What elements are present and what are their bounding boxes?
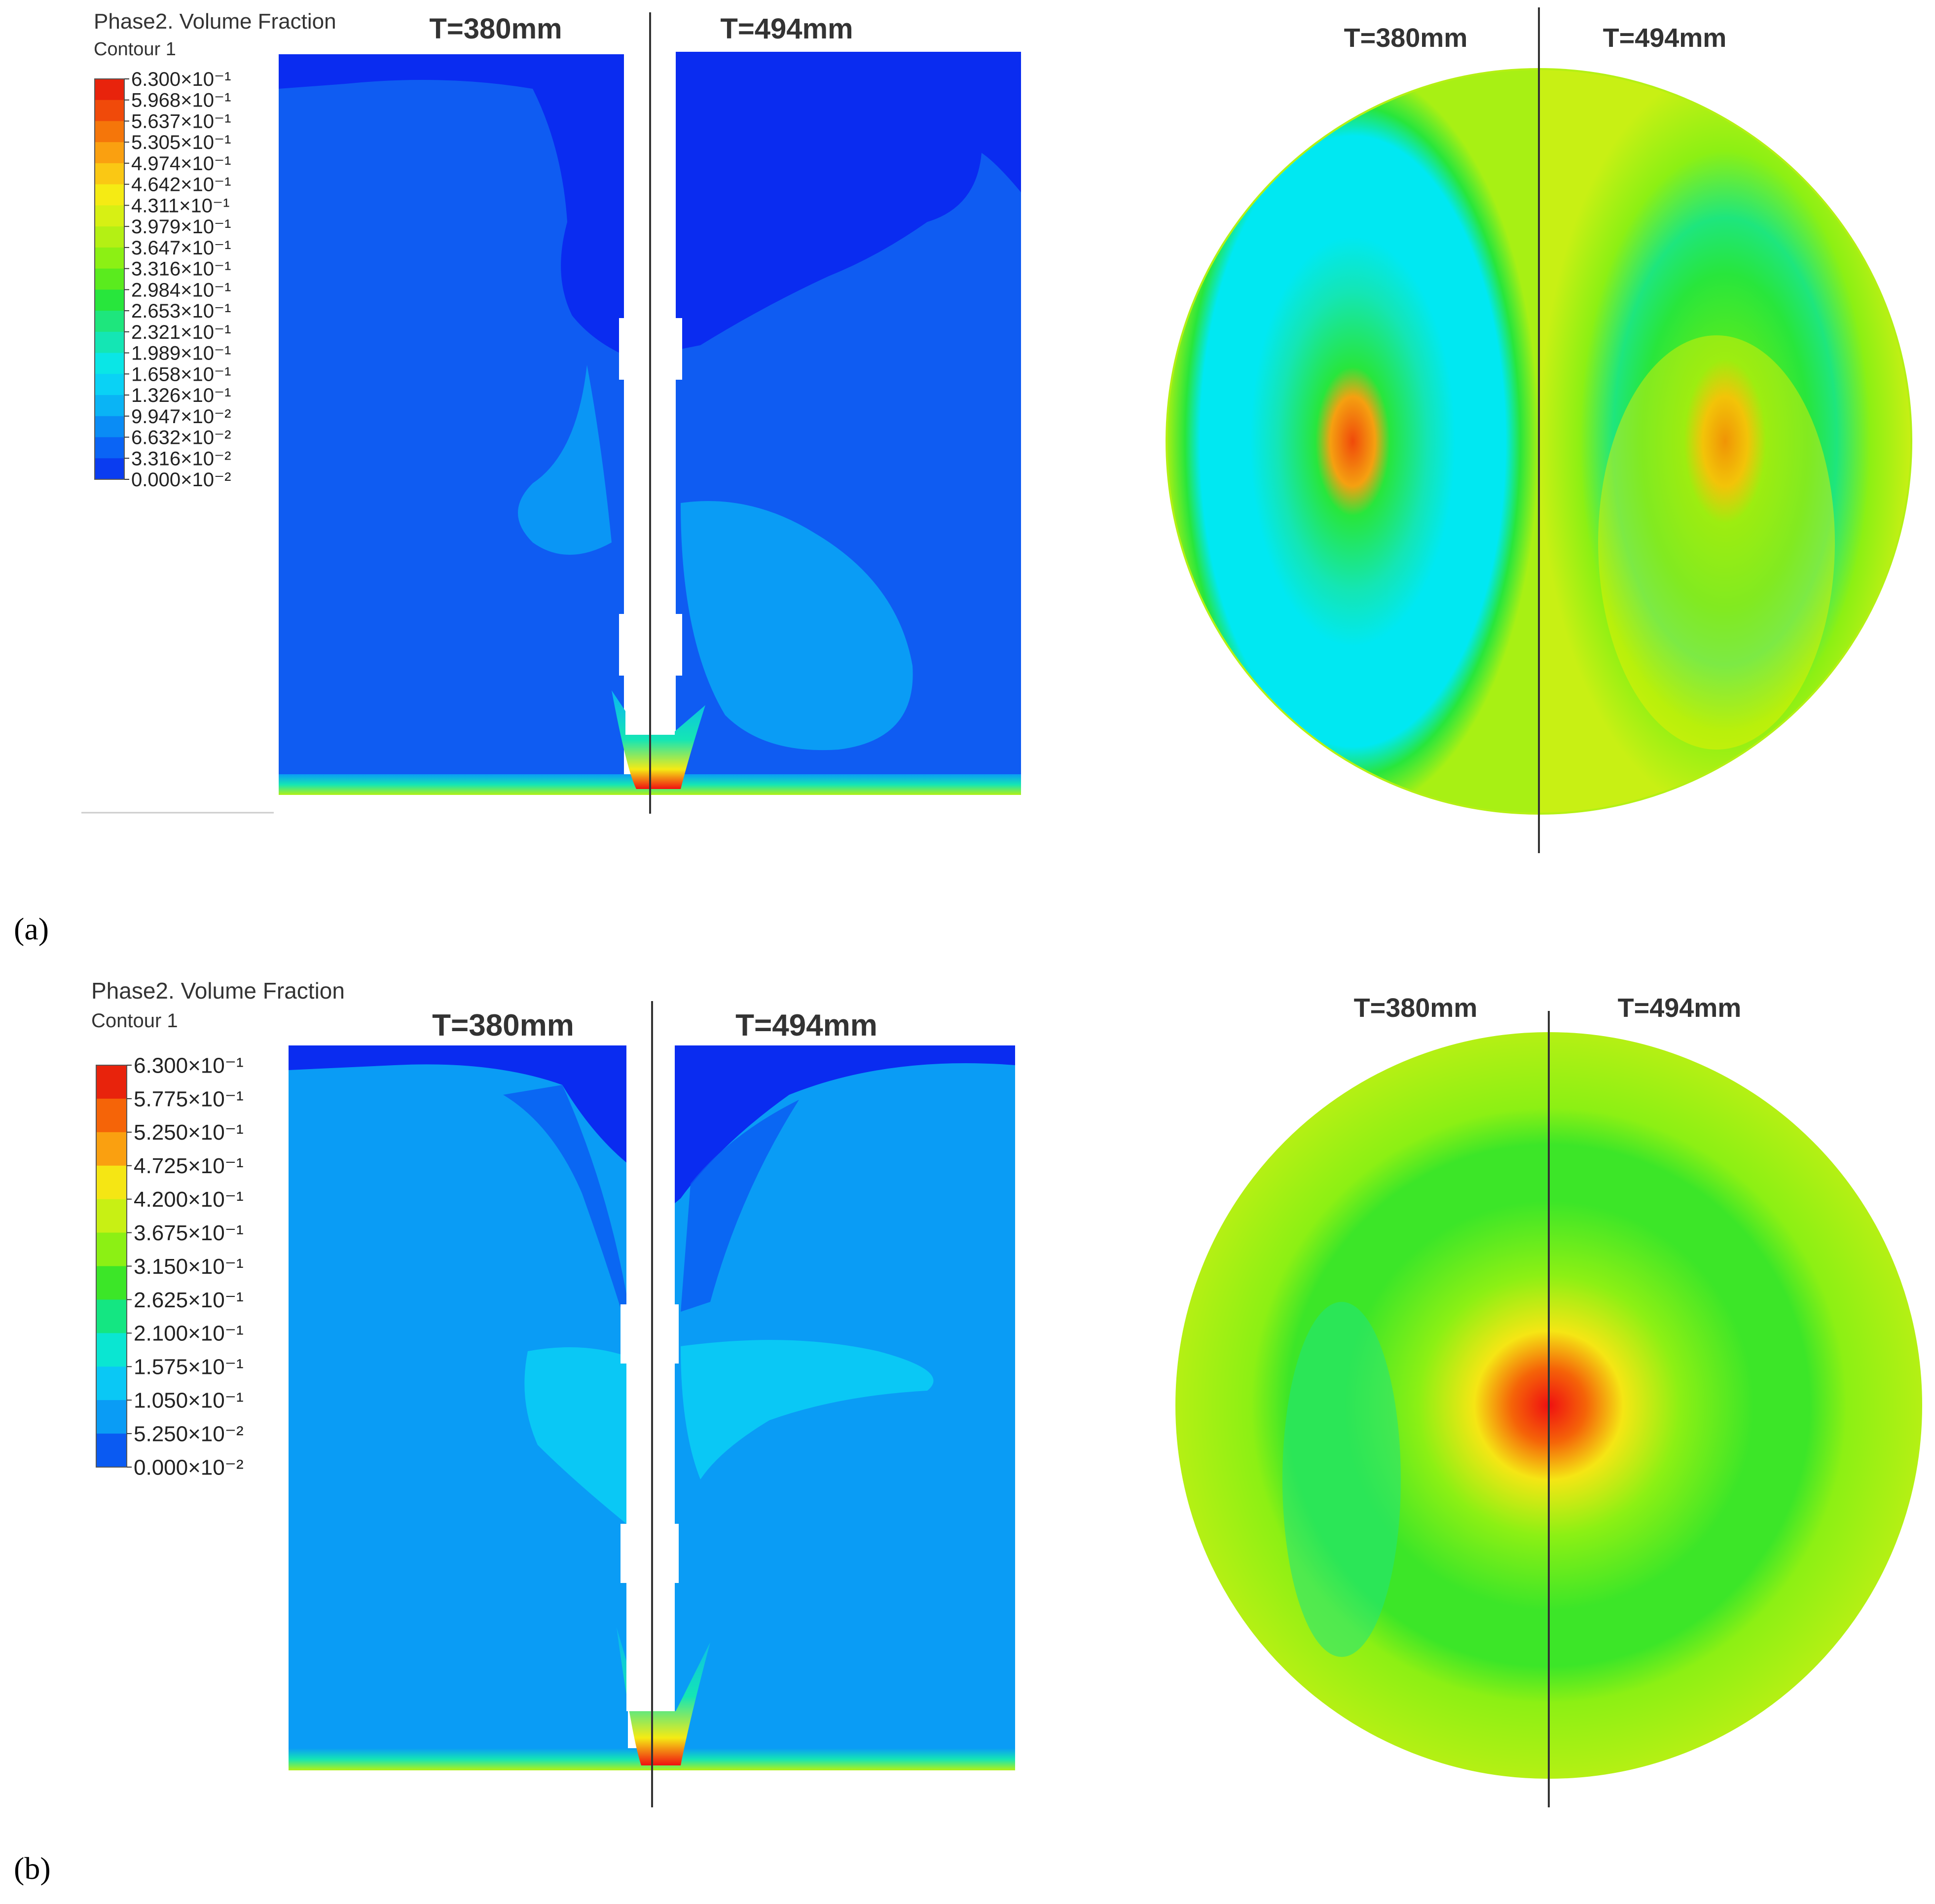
colorbar-swatch — [95, 437, 124, 459]
colorbar-tick-label: 6.300×10⁻¹ — [131, 69, 231, 90]
colorbar-tick-label: 3.316×10⁻² — [131, 448, 231, 469]
legend-subtitle-b: Contour 1 — [91, 1010, 178, 1032]
colorbar-swatch — [95, 163, 124, 185]
side-contour-a — [279, 12, 1021, 814]
circle-label-right-a: T=494mm — [1603, 23, 1727, 53]
colorbar-tick-label: 3.647×10⁻¹ — [131, 237, 231, 259]
colorbar-b: 6.300×10⁻¹ 5.775×10⁻¹ 5.250×10⁻¹ 4.725×10⁻¹… — [96, 1053, 244, 1479]
colorbar-tick-label: 6.632×10⁻² — [131, 427, 231, 449]
colorbar-swatch — [96, 1165, 127, 1200]
legend-title-a: Phase2. Volume Fraction — [94, 9, 336, 34]
circle-label-left-b: T=380mm — [1354, 993, 1478, 1023]
colorbar-swatch — [96, 1065, 127, 1099]
colorbar-a: 6.300×10⁻¹5.968×10⁻¹5.637×10⁻¹5.305×10⁻¹… — [94, 69, 231, 491]
colorbar-tick-label: 3.675×10⁻¹ — [134, 1221, 244, 1245]
side-label-left-a: T=380mm — [429, 13, 562, 45]
colorbar-tick-label: 5.775×10⁻¹ — [134, 1087, 244, 1111]
colorbar-swatch — [95, 226, 124, 248]
colorbar-swatch — [95, 289, 124, 311]
side-label-right-b: T=494mm — [735, 1008, 877, 1042]
colorbar-swatch — [95, 395, 124, 417]
colorbar-swatch — [96, 1434, 127, 1468]
panel-a: Phase2. Volume Fraction Contour 1 6.300×… — [14, 7, 1912, 946]
colorbar-swatch — [95, 458, 124, 480]
colorbar-tick-label: 2.653×10⁻¹ — [131, 300, 231, 322]
top-view-b — [1175, 1011, 1922, 1807]
colorbar-tick-label: 6.300×10⁻¹ — [134, 1053, 244, 1078]
colorbar-tick-label: 1.575×10⁻¹ — [134, 1355, 244, 1379]
colorbar-swatch — [95, 100, 124, 121]
colorbar-swatch — [96, 1400, 127, 1434]
colorbar-swatch — [95, 205, 124, 227]
colorbar-swatch — [95, 142, 124, 164]
colorbar-tick-label: 5.968×10⁻¹ — [131, 90, 231, 111]
colorbar-tick-label: 4.642×10⁻¹ — [131, 174, 231, 196]
colorbar-tick-label: 5.305×10⁻¹ — [131, 132, 231, 153]
colorbar-tick-label: 1.989×10⁻¹ — [131, 343, 231, 364]
panel-b: Phase2. Volume Fraction Contour 1 6.300×… — [14, 978, 1922, 1886]
colorbar-swatch — [96, 1232, 127, 1266]
colorbar-tick-label: 5.250×10⁻² — [134, 1422, 244, 1446]
panel-label-a: (a) — [14, 911, 49, 946]
colorbar-swatch — [95, 374, 124, 395]
colorbar-tick-label: 2.984×10⁻¹ — [131, 279, 231, 301]
colorbar-swatch — [95, 331, 124, 354]
side-contour-b — [289, 1001, 1015, 1807]
colorbar-tick-label: 3.979×10⁻¹ — [131, 216, 231, 238]
colorbar-tick-label: 4.974×10⁻¹ — [131, 153, 231, 175]
colorbar-swatch — [95, 311, 124, 332]
legend-subtitle-a: Contour 1 — [94, 39, 176, 60]
colorbar-swatch — [95, 268, 124, 290]
colorbar-swatch — [96, 1132, 127, 1166]
colorbar-tick-label: 2.100×10⁻¹ — [134, 1322, 244, 1346]
colorbar-swatch — [95, 247, 124, 269]
colorbar-swatch — [95, 121, 124, 143]
colorbar-tick-label: 3.150×10⁻¹ — [134, 1255, 244, 1279]
colorbar-swatch — [96, 1098, 127, 1133]
circle-label-right-b: T=494mm — [1618, 993, 1742, 1023]
colorbar-tick-label: 4.725×10⁻¹ — [134, 1154, 244, 1178]
colorbar-tick-label: 1.658×10⁻¹ — [131, 363, 231, 385]
colorbar-tick-label: 1.050×10⁻¹ — [134, 1389, 244, 1413]
colorbar-swatch — [95, 353, 124, 374]
colorbar-swatch — [96, 1366, 127, 1401]
colorbar-tick-label: 0.000×10⁻² — [131, 469, 231, 491]
colorbar-tick-label: 1.326×10⁻¹ — [131, 385, 231, 406]
colorbar-tick-label: 0.000×10⁻² — [134, 1455, 244, 1479]
colorbar-swatch — [96, 1199, 127, 1233]
colorbar-swatch — [95, 184, 124, 206]
colorbar-tick-label: 2.625×10⁻¹ — [134, 1288, 244, 1312]
colorbar-outline — [94, 78, 125, 480]
colorbar-tick-label: 4.200×10⁻¹ — [134, 1187, 244, 1212]
colorbar-tick-label: 4.311×10⁻¹ — [131, 195, 229, 216]
colorbar-swatch — [95, 79, 124, 101]
side-label-right-a: T=494mm — [720, 13, 853, 45]
colorbar-swatch — [96, 1299, 127, 1333]
colorbar-tick-label: 3.316×10⁻¹ — [131, 258, 231, 280]
colorbar-tick-label: 2.321×10⁻¹ — [131, 322, 231, 343]
colorbar-tick-label: 9.947×10⁻² — [131, 406, 231, 428]
colorbar-tick-label: 5.250×10⁻¹ — [134, 1120, 244, 1145]
top-view-a — [1166, 7, 1912, 853]
colorbar-tick-label: 5.637×10⁻¹ — [131, 110, 231, 132]
colorbar-swatch — [96, 1266, 127, 1300]
side-label-left-b: T=380mm — [432, 1008, 574, 1042]
colorbar-swatch — [95, 416, 124, 438]
panel-label-b: (b) — [14, 1851, 51, 1886]
circle-label-left-a: T=380mm — [1344, 23, 1468, 53]
legend-title-b: Phase2. Volume Fraction — [91, 978, 345, 1004]
colorbar-swatch — [96, 1333, 127, 1367]
